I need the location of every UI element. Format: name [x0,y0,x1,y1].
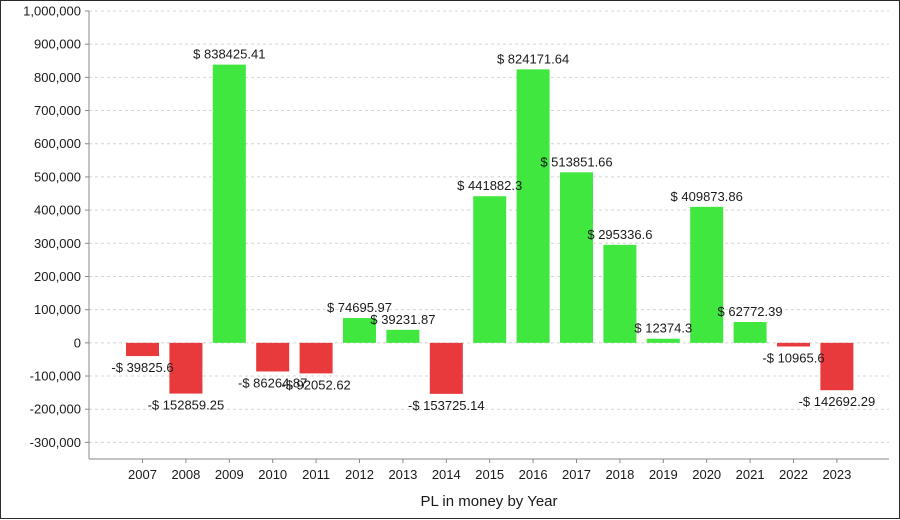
data-label-2008: -$ 152859.25 [148,398,225,413]
x-tick-label: 2020 [692,467,721,482]
x-tick-label: 2010 [258,467,287,482]
bar-2010 [256,342,290,372]
x-tick-label: 2007 [128,467,157,482]
data-label-2023: -$ 142692.29 [799,394,876,409]
bar-2017 [560,172,593,343]
x-tick-label: 2015 [475,467,504,482]
x-tick-label: 2019 [649,467,678,482]
axes [88,11,889,460]
bar-2015 [473,196,507,343]
bar-2011 [299,342,333,374]
x-tick-labels: 2007 2008 2009 2010 2011 2012 2013 2014 2015 2016… [128,459,851,482]
x-axis-title: PL in money by Year [420,493,557,510]
y-tick-label: -200,000 [30,402,81,417]
bar-2016 [516,69,550,343]
data-label-2007: -$ 39825.6 [111,360,173,375]
x-tick-label: 2017 [562,467,591,482]
bar-2019 [646,338,680,343]
x-tick-label: 2014 [432,467,461,482]
bar-2012 [343,318,376,343]
bar-2020 [690,206,724,343]
data-labels: -$ 39825.6 -$ 152859.25 $ 838425.41 -$ 8626… [111,47,875,413]
x-tick-label: 2018 [605,467,634,482]
data-label-2022: -$ 10965.6 [762,350,824,365]
data-label-2018: $ 295336.6 [587,227,652,242]
y-tick-label: 500,000 [34,169,81,184]
x-tick-label: 2011 [302,467,330,482]
bar-2013 [386,329,420,343]
data-label-2016: $ 824171.64 [497,51,569,66]
bar-2021 [733,322,767,343]
y-tick-label: 300,000 [34,236,81,251]
x-tick-label: 2021 [736,467,765,482]
y-tick-label: 700,000 [34,103,81,118]
x-tick-label: 2012 [345,467,374,482]
bar-2018 [603,244,637,343]
y-tick-label: 800,000 [34,70,81,85]
bar-2007 [126,342,159,357]
y-tick-label: 200,000 [34,269,81,284]
data-label-2017: $ 513851.66 [540,154,612,169]
y-tick-label: 1,000,000 [23,4,81,19]
y-tick-label: 900,000 [34,37,81,52]
y-tick-label: -300,000 [30,435,81,450]
data-label-2015: $ 441882.3 [457,178,522,193]
x-tick-label: 2008 [171,467,200,482]
data-label-2010: -$ 86264.87 [238,375,307,390]
y-tick-label: 600,000 [34,136,81,151]
x-tick-label: 2009 [215,467,244,482]
data-label-2020: $ 409873.86 [671,189,743,204]
bars [126,64,854,394]
x-tick-label: 2022 [779,467,808,482]
bar-2008 [169,342,203,394]
data-label-2021: $ 62772.39 [718,304,783,319]
bar-2023 [820,342,854,391]
x-tick-label: 2023 [822,467,851,482]
y-tick-labels: 1,000,000 900,000 800,000 700,000 600,000 500… [23,4,89,450]
data-label-2019: $ 12374.3 [634,321,692,336]
bar-2009 [212,64,246,343]
bar-2022 [777,342,810,347]
data-label-2012: $ 74695.97 [327,300,392,315]
y-tick-label: 400,000 [34,203,81,218]
x-tick-label: 2013 [388,467,417,482]
x-tick-label: 2016 [519,467,548,482]
y-tick-label: 0 [74,335,81,350]
y-tick-label: -100,000 [30,369,81,384]
data-label-2011: -$ 92052.62 [281,377,350,392]
bar-2014 [429,342,463,394]
data-label-2014: -$ 153725.14 [408,398,485,413]
data-label-2009: $ 838425.41 [193,47,265,62]
data-label-2013: $ 39231.87 [370,312,435,327]
y-tick-label: 100,000 [34,302,81,317]
